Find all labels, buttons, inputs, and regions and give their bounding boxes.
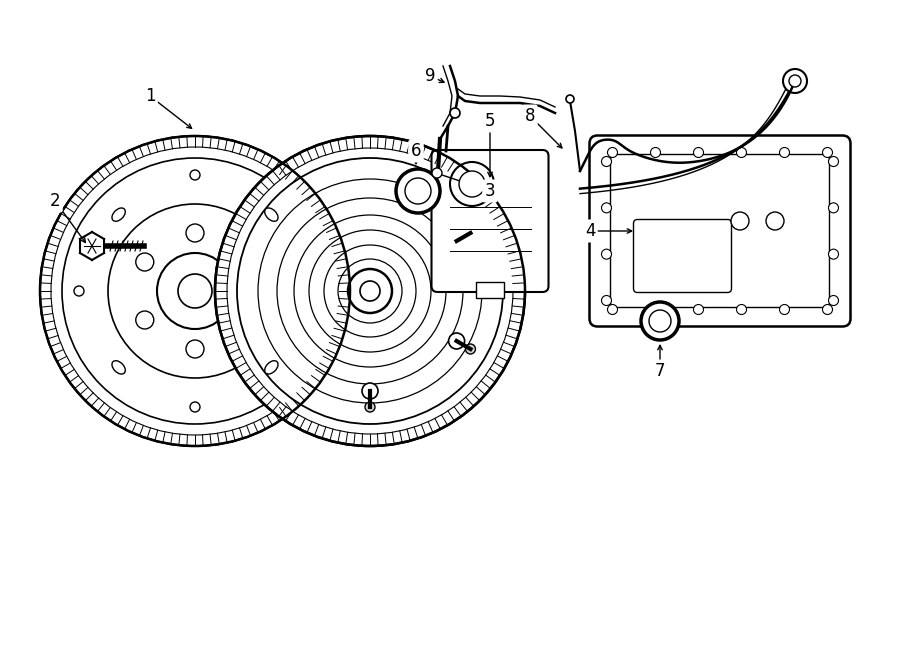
Circle shape [227,148,513,434]
Circle shape [649,310,671,332]
Circle shape [450,162,494,206]
Circle shape [62,158,328,424]
Circle shape [465,344,475,354]
Circle shape [236,311,254,329]
Circle shape [396,169,440,213]
Circle shape [694,147,704,157]
Circle shape [136,311,154,329]
Circle shape [651,305,661,315]
Circle shape [448,233,464,249]
Ellipse shape [265,208,278,221]
Circle shape [186,340,204,358]
FancyBboxPatch shape [476,282,504,298]
Circle shape [731,212,749,230]
Circle shape [608,305,617,315]
Circle shape [186,224,204,242]
Circle shape [237,158,503,424]
Circle shape [294,215,446,367]
Circle shape [215,136,525,446]
Circle shape [360,281,380,301]
Circle shape [823,305,832,315]
Ellipse shape [112,208,125,221]
Circle shape [823,147,832,157]
Circle shape [601,203,611,213]
Circle shape [694,305,704,315]
Circle shape [365,402,375,412]
FancyBboxPatch shape [634,219,732,293]
Circle shape [258,179,482,403]
Text: 7: 7 [655,362,665,380]
Circle shape [450,108,460,118]
Text: 8: 8 [525,107,535,125]
Circle shape [324,245,416,337]
Circle shape [309,230,431,352]
Circle shape [51,147,339,435]
Circle shape [601,249,611,259]
Circle shape [465,228,475,238]
Circle shape [348,269,392,313]
Circle shape [829,249,839,259]
Circle shape [306,286,316,296]
Circle shape [136,253,154,271]
Circle shape [277,198,463,384]
Circle shape [190,402,200,412]
Circle shape [405,178,431,204]
Circle shape [829,295,839,305]
Circle shape [601,295,611,305]
FancyBboxPatch shape [610,155,830,307]
Circle shape [736,305,746,315]
Circle shape [459,171,485,197]
Circle shape [779,147,789,157]
Circle shape [190,170,200,180]
Circle shape [779,305,789,315]
Circle shape [829,203,839,213]
Text: 2: 2 [50,192,60,210]
Circle shape [641,302,679,340]
Circle shape [432,168,442,178]
Circle shape [601,157,611,167]
Circle shape [608,147,617,157]
Circle shape [789,75,801,87]
Ellipse shape [265,361,278,374]
Circle shape [766,212,784,230]
Circle shape [651,147,661,157]
Circle shape [338,259,402,323]
Circle shape [236,253,254,271]
Text: 4: 4 [585,222,595,240]
Circle shape [783,69,807,93]
Ellipse shape [112,361,125,374]
Circle shape [178,274,212,308]
Circle shape [108,204,282,378]
Circle shape [829,157,839,167]
Circle shape [736,147,746,157]
Text: 5: 5 [485,112,495,130]
Text: 6: 6 [410,142,421,160]
Text: 1: 1 [145,87,156,105]
Circle shape [566,95,574,103]
Text: 9: 9 [425,67,436,85]
Circle shape [362,383,378,399]
Circle shape [157,253,233,329]
Circle shape [448,333,464,349]
FancyBboxPatch shape [431,150,548,292]
Text: 3: 3 [485,182,495,200]
FancyBboxPatch shape [590,136,850,327]
Circle shape [40,136,350,446]
Circle shape [74,286,84,296]
